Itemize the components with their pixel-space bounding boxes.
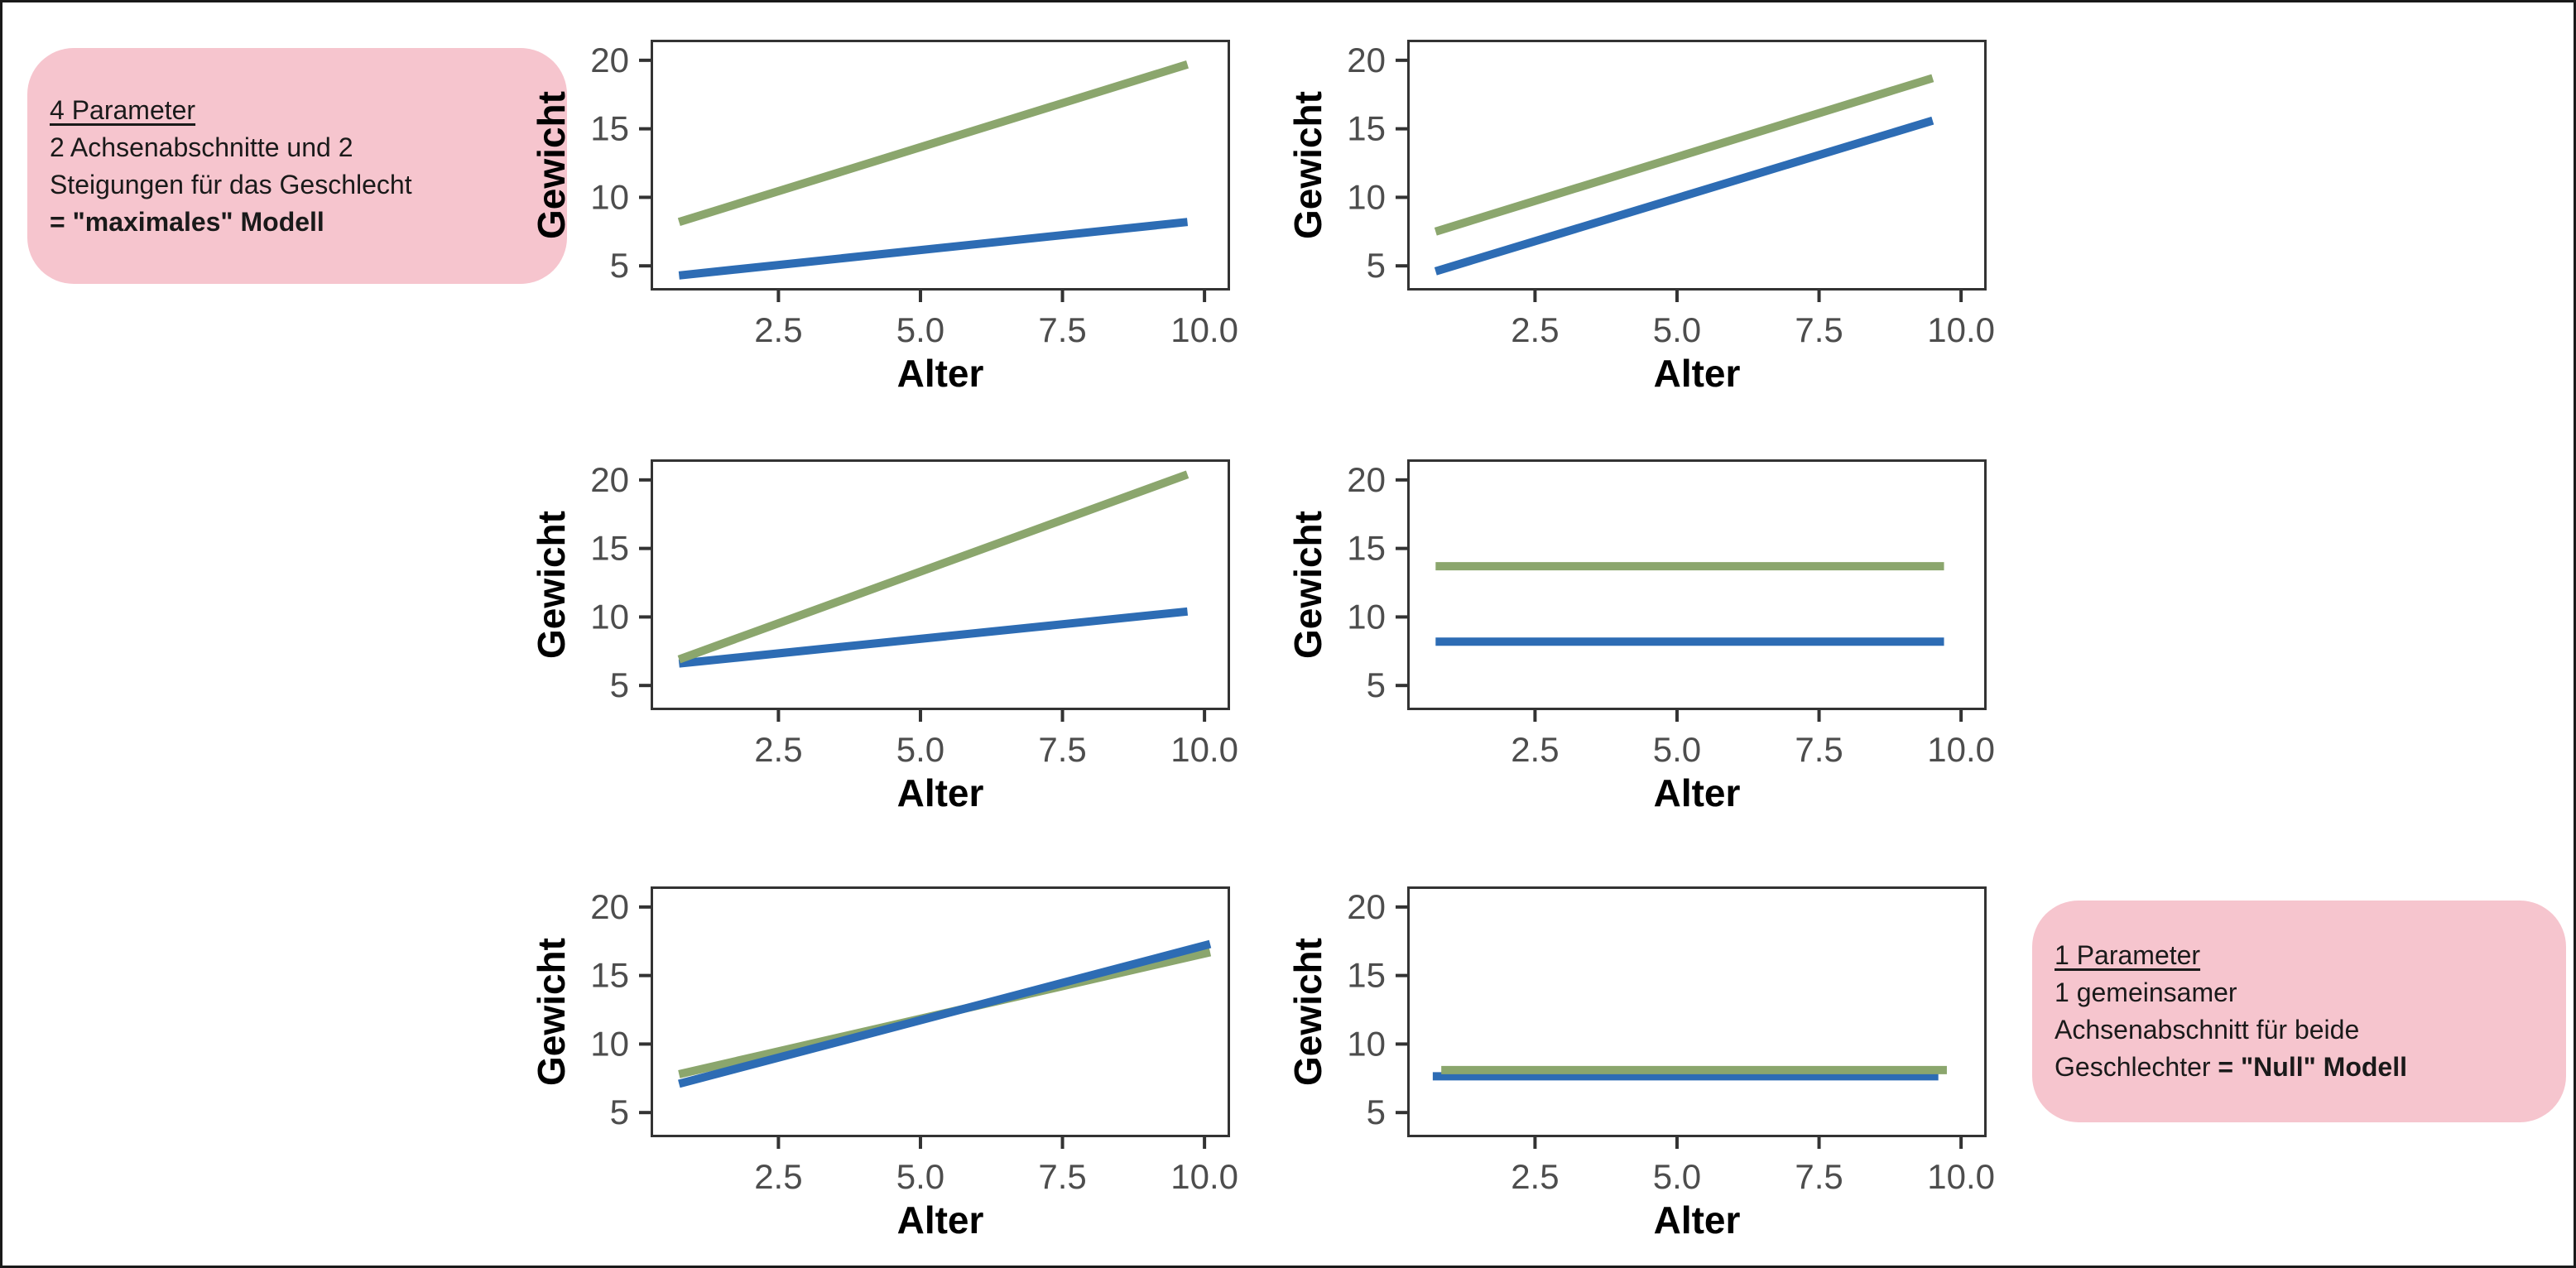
x-tick-label: 10.0 [1927, 1157, 1995, 1196]
y-tick-label: 10 [1347, 1024, 1386, 1063]
annotation-line: Achsenabschnitt für beide [2055, 1011, 2558, 1049]
annotation-box-null-modell: 1 Parameter 1 gemeinsamer Achsenabschnitt … [2032, 901, 2566, 1122]
annotation-text: Steigungen für das Geschlecht [50, 169, 412, 199]
series-blue-line [678, 939, 1212, 1088]
annotation-line: Steigungen für das Geschlecht [50, 166, 559, 204]
y-tick-label: 15 [1347, 956, 1386, 995]
annotation-line: Geschlechter = "Null" Modell [2055, 1049, 2558, 1086]
annotation-text: = "Null" Modell [2218, 1052, 2407, 1082]
x-tick-label: 5.0 [896, 1157, 944, 1196]
x-tick-label: 7.5 [1795, 1157, 1843, 1196]
annotation-text: Achsenabschnitt für beide [2055, 1015, 2360, 1045]
annotation-line: 2 Achsenabschnitte und 2 [50, 129, 559, 166]
y-tick-label: 15 [590, 956, 629, 995]
x-axis-title: Alter [897, 352, 984, 395]
x-tick-label: 2.5 [754, 310, 802, 349]
y-tick-label: 5 [1367, 665, 1386, 704]
series-green-line [1434, 74, 1934, 236]
x-axis-title: Alter [1654, 1198, 1741, 1242]
x-tick-label: 10.0 [1170, 310, 1238, 349]
x-axis-title: Alter [897, 771, 984, 814]
annotation-line: 1 Parameter [2055, 937, 2558, 974]
x-axis-title: Alter [897, 1198, 984, 1242]
panel-border [1407, 886, 1987, 1137]
x-tick-label: 7.5 [1038, 730, 1086, 769]
y-tick-label: 20 [1347, 460, 1386, 499]
y-axis-title: Gewicht [1286, 91, 1329, 239]
x-tick-label: 7.5 [1795, 730, 1843, 769]
y-tick-label: 15 [1347, 109, 1386, 148]
y-tick-label: 20 [590, 460, 629, 499]
y-axis-title: Gewicht [530, 511, 573, 659]
annotation-text: 2 Achsenabschnitte und 2 [50, 132, 353, 162]
x-tick-label: 2.5 [1511, 730, 1559, 769]
y-tick-label: 10 [1347, 177, 1386, 216]
x-tick-label: 10.0 [1170, 1157, 1238, 1196]
y-tick-label: 20 [590, 887, 629, 926]
annotation-line: 4 Parameter [50, 92, 559, 129]
plot-null-model-common-mean: 5 10 15 20 2.5 5.0 7.5 10.0 Alter Gewicht [1286, 886, 1995, 1242]
annotation-text: 4 Parameter [50, 94, 196, 125]
plot-two-intercepts-two-slopes: 5 10 15 20 2.5 5.0 7.5 10.0 Alter Gewicht [530, 40, 1238, 395]
series-green-line [677, 60, 1189, 226]
y-tick-label: 10 [590, 177, 629, 216]
y-axis-title: Gewicht [1286, 938, 1329, 1086]
series-blue-line [678, 218, 1189, 280]
y-tick-label: 10 [590, 1024, 629, 1063]
x-tick-label: 2.5 [754, 730, 802, 769]
y-tick-label: 20 [590, 41, 629, 79]
x-axis-title: Alter [1654, 771, 1741, 814]
x-tick-label: 5.0 [1653, 310, 1701, 349]
x-tick-label: 5.0 [1653, 1157, 1701, 1196]
series-blue-line [1434, 116, 1934, 276]
panel-border [1407, 459, 1987, 710]
y-tick-label: 5 [610, 246, 629, 285]
y-tick-label: 10 [590, 597, 629, 636]
plot-two-intercepts-zero-slope: 5 10 15 20 2.5 5.0 7.5 10.0 Alter Gewicht [1286, 459, 1995, 814]
annotation-text: 1 gemeinsamer [2055, 977, 2237, 1007]
x-tick-label: 2.5 [754, 1157, 802, 1196]
annotation-box-maximales-modell: 4 Parameter 2 Achsenabschnitte und 2 Steig… [27, 48, 567, 284]
y-axis-title: Gewicht [530, 91, 573, 239]
annotation-text: 1 Parameter [2055, 940, 2201, 970]
annotation-text: Geschlechter [2055, 1052, 2218, 1082]
series-blue-line [678, 607, 1189, 668]
x-tick-label: 2.5 [1511, 310, 1559, 349]
y-tick-label: 20 [1347, 41, 1386, 79]
y-tick-label: 15 [1347, 529, 1386, 568]
x-tick-label: 7.5 [1795, 310, 1843, 349]
y-tick-label: 5 [1367, 246, 1386, 285]
y-tick-label: 15 [590, 109, 629, 148]
x-tick-label: 10.0 [1170, 730, 1238, 769]
y-tick-label: 5 [610, 1093, 629, 1131]
y-tick-label: 5 [610, 665, 629, 704]
x-tick-label: 7.5 [1038, 1157, 1086, 1196]
x-tick-label: 7.5 [1038, 310, 1086, 349]
y-tick-label: 5 [1367, 1093, 1386, 1131]
plot-common-intercept-two-slopes: 5 10 15 20 2.5 5.0 7.5 10.0 Alter Gewicht [530, 459, 1238, 814]
x-tick-label: 5.0 [896, 730, 944, 769]
x-tick-label: 10.0 [1927, 730, 1995, 769]
x-tick-label: 10.0 [1927, 310, 1995, 349]
x-tick-label: 5.0 [896, 310, 944, 349]
annotation-line: 1 gemeinsamer [2055, 974, 2558, 1011]
x-tick-label: 2.5 [1511, 1157, 1559, 1196]
y-tick-label: 15 [590, 529, 629, 568]
annotation-text: = "maximales" Modell [50, 206, 324, 237]
x-axis-title: Alter [1654, 352, 1741, 395]
y-axis-title: Gewicht [530, 938, 573, 1086]
panel-border [651, 459, 1230, 710]
annotation-line: = "maximales" Modell [50, 204, 559, 241]
plot-common-intercept-common-slope: 5 10 15 20 2.5 5.0 7.5 10.0 Alter Gewicht [530, 886, 1238, 1242]
y-axis-title: Gewicht [1286, 511, 1329, 659]
y-tick-label: 20 [1347, 887, 1386, 926]
plot-two-intercepts-common-slope: 5 10 15 20 2.5 5.0 7.5 10.0 Alter Gewicht [1286, 40, 1995, 395]
x-tick-label: 5.0 [1653, 730, 1701, 769]
y-tick-label: 10 [1347, 597, 1386, 636]
series-green-line [677, 470, 1189, 664]
